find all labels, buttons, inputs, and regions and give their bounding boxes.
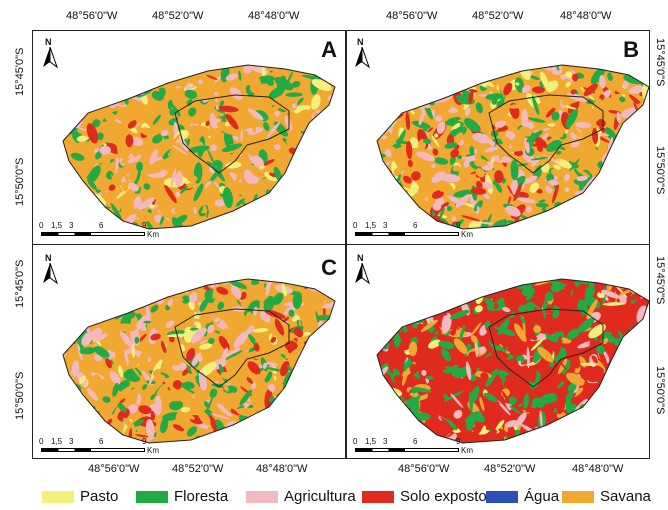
top-lon-1-right: 48°56'0"W [386,10,438,22]
bottom-lon-1-left: 48°56'0"W [88,463,140,475]
map-panel-d: N 0 1,5 3 6 9 Km [346,244,650,459]
right-lat-1-bottom: 15°45'0"S [654,256,666,305]
map-d [376,278,649,444]
scale-bar: 0 1,5 3 6 9 Km [353,221,473,239]
legend: Pasto Floresta Agricultura Solo exposto … [0,486,668,508]
map-panel-a: A N 0 1,5 3 6 9 Km [32,30,346,245]
map-a [62,64,336,230]
legend-item-solo-exposto: Solo exposto [362,488,487,505]
scale-bar: 0 1,5 3 6 9 Km [39,221,159,239]
panel-letter-a: A [321,37,337,62]
legend-swatch [362,490,394,503]
bottom-lon-2-left: 48°52'0"W [172,463,224,475]
top-lon-1-left: 48°56'0"W [66,10,118,22]
left-lat-2-bottom: 15°50'0"S [14,371,26,420]
legend-swatch [136,490,168,503]
north-arrow-icon: N [351,253,373,285]
legend-item-agricultura: Agricultura [246,488,356,505]
north-arrow-icon: N [39,37,61,69]
map-panel-b: B N 0 1,5 3 6 9 Km [346,30,650,245]
panel-letter-b: B [623,37,639,62]
bottom-lon-2-right: 48°52'0"W [484,463,536,475]
legend-swatch [562,490,594,503]
legend-item-pasto: Pasto [42,488,118,505]
top-lon-2-right: 48°52'0"W [472,10,524,22]
legend-swatch [486,490,518,503]
right-lat-1-top: 15°45'0"S [654,38,666,87]
legend-item-agua: Água [486,488,559,505]
bottom-lon-3-right: 48°48'0"W [572,463,624,475]
bottom-lon-3-left: 48°48'0"W [256,463,308,475]
top-lon-3-right: 48°48'0"W [560,10,612,22]
right-lat-2-top: 15°50'0"S [654,146,666,195]
left-lat-2-top: 15°50'0"S [14,157,26,206]
bottom-lon-1-right: 48°56'0"W [398,463,450,475]
legend-swatch [246,490,278,503]
north-arrow-icon: N [351,37,373,69]
top-lon-3-left: 48°48'0"W [248,10,300,22]
top-lon-2-left: 48°52'0"W [152,10,204,22]
scale-bar: 0 1,5 3 6 9 Km [39,437,159,455]
legend-item-floresta: Floresta [136,488,228,505]
panel-letter-c: C [321,255,337,280]
right-lat-2-bottom: 15°50'0"S [654,366,666,415]
legend-item-savana: Savana [562,488,651,505]
scale-bar: 0 1,5 3 6 9 Km [353,437,473,455]
legend-swatch [42,490,74,503]
map-panel-c: C N 0 1,5 3 6 9 Km [32,244,346,459]
map-c [62,278,336,444]
left-lat-1-top: 15°45'0"S [14,47,26,96]
left-lat-1-bottom: 15°45'0"S [14,259,26,308]
north-arrow-icon: N [39,253,61,285]
map-b [376,64,649,230]
